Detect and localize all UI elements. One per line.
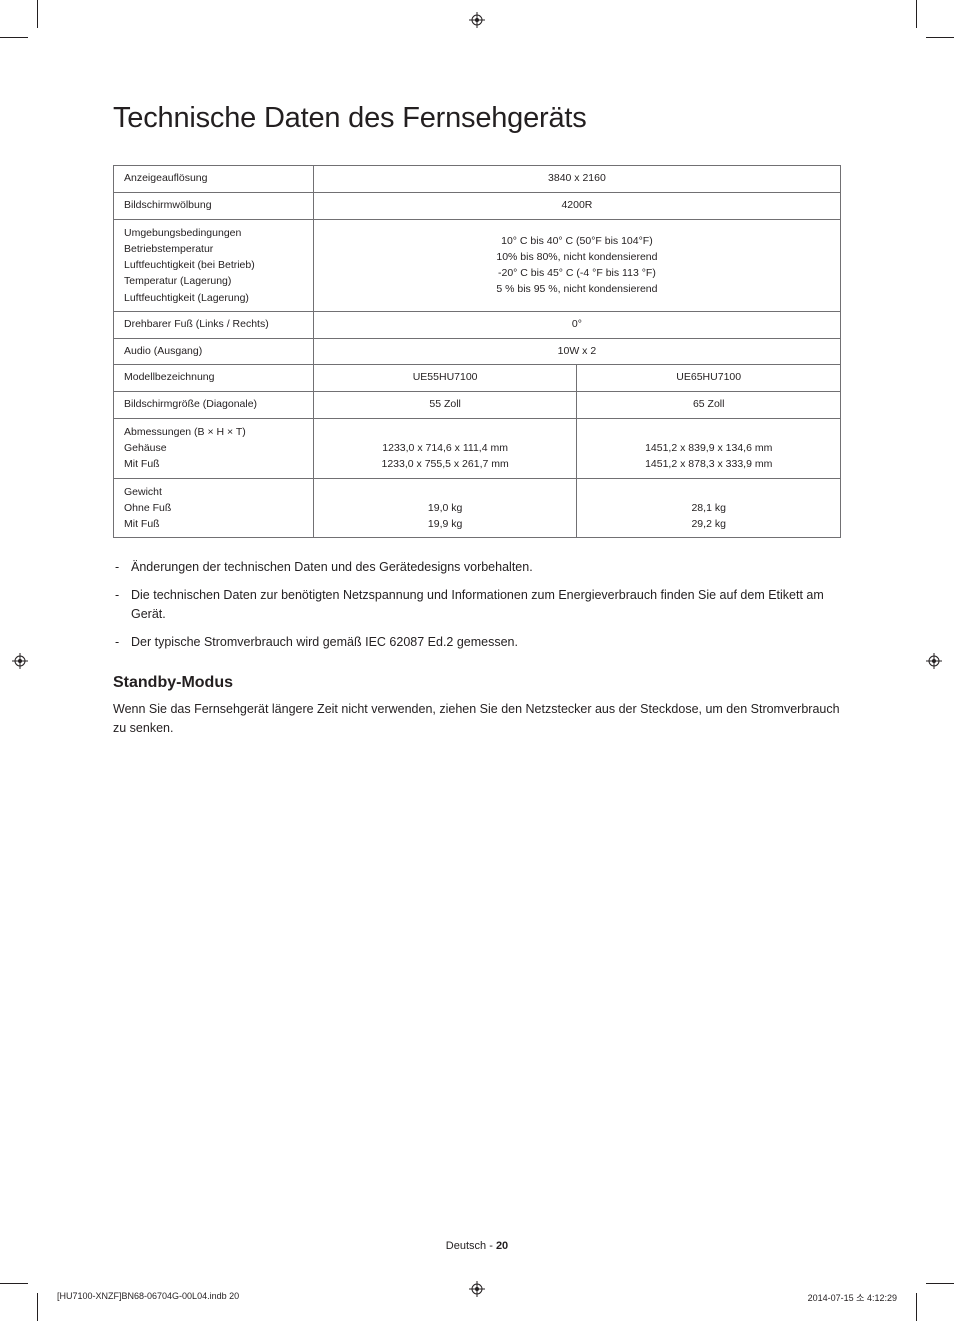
spec-label-line: Mit Fuß: [124, 518, 160, 530]
table-row: Abmessungen (B × H × T) Gehäuse Mit Fuß …: [114, 418, 841, 478]
spec-label: Anzeigeauflösung: [114, 166, 314, 193]
spec-value-line: 1233,0 x 714,6 x 111,4 mm: [382, 442, 508, 454]
spec-value-col2: 28,1 kg 29,2 kg: [577, 478, 841, 538]
spec-value-col1: 55 Zoll: [313, 392, 577, 419]
spec-label-line: Ohne Fuß: [124, 502, 171, 514]
spec-label-line: Umgebungsbedingungen: [124, 227, 241, 239]
footer-center: Deutsch - 20: [0, 1240, 954, 1252]
footer-sep: -: [486, 1240, 496, 1252]
spec-value-col1: UE55HU7100: [313, 365, 577, 392]
table-row: Gewicht Ohne Fuß Mit Fuß 19,0 kg 19,9 kg…: [114, 478, 841, 538]
spec-value: 10° C bis 40° C (50°F bis 104°F) 10% bis…: [313, 219, 840, 311]
note-item: Die technischen Daten zur benötigten Net…: [113, 586, 841, 625]
spec-value-col2: UE65HU7100: [577, 365, 841, 392]
registration-mark-icon: [469, 12, 485, 28]
spec-label-line: Luftfeuchtigkeit (bei Betrieb): [124, 259, 255, 271]
registration-mark-icon: [469, 1281, 485, 1297]
spec-value-line: -20° C bis 45° C (-4 °F bis 113 °F): [498, 267, 656, 279]
table-row: Anzeigeauflösung 3840 x 2160: [114, 166, 841, 193]
crop-mark: [37, 0, 38, 28]
spec-label: Audio (Ausgang): [114, 338, 314, 365]
crop-mark: [0, 1283, 28, 1284]
spec-value-line: 28,1 kg: [691, 502, 725, 514]
footer-left: [HU7100-XNZF]BN68-06704G-00L04.indb 20: [57, 1291, 239, 1301]
spec-value-line: 1451,2 x 839,9 x 134,6 mm: [645, 442, 772, 454]
spec-label: Bildschirmgröße (Diagonale): [114, 392, 314, 419]
spec-value-line: 29,2 kg: [691, 518, 725, 530]
spec-value-line: 19,9 kg: [428, 518, 462, 530]
spec-label-line: Gewicht: [124, 486, 162, 498]
spec-label: Bildschirmwölbung: [114, 192, 314, 219]
spec-label-line: Mit Fuß: [124, 458, 160, 470]
spec-value-col1: 1233,0 x 714,6 x 111,4 mm 1233,0 x 755,5…: [313, 418, 577, 478]
spec-label-line: Temperatur (Lagerung): [124, 275, 231, 287]
spec-value-line: 10% bis 80%, nicht kondensierend: [496, 251, 657, 263]
standby-heading: Standby-Modus: [113, 674, 841, 692]
notes-list: Änderungen der technischen Daten und des…: [113, 558, 841, 652]
spec-value: 3840 x 2160: [313, 166, 840, 193]
note-item: Der typische Stromverbrauch wird gemäß I…: [113, 633, 841, 652]
spec-value-line: 5 % bis 95 %, nicht kondensierend: [496, 283, 657, 295]
page-content: Technische Daten des Fernsehgeräts Anzei…: [113, 102, 841, 739]
spec-label: Gewicht Ohne Fuß Mit Fuß: [114, 478, 314, 538]
page-title: Technische Daten des Fernsehgeräts: [113, 102, 841, 135]
spec-label-line: Gehäuse: [124, 442, 167, 454]
spec-value-line: 10° C bis 40° C (50°F bis 104°F): [501, 235, 653, 247]
spec-label: Modellbezeichnung: [114, 365, 314, 392]
table-row: Modellbezeichnung UE55HU7100 UE65HU7100: [114, 365, 841, 392]
spec-label-line: Betriebstemperatur: [124, 243, 213, 255]
footer-language: Deutsch: [446, 1240, 486, 1252]
note-item: Änderungen der technischen Daten und des…: [113, 558, 841, 577]
registration-mark-icon: [12, 653, 28, 669]
spec-label: Umgebungsbedingungen Betriebstemperatur …: [114, 219, 314, 311]
spec-value-line: 1451,2 x 878,3 x 333,9 mm: [645, 458, 772, 470]
standby-body: Wenn Sie das Fernsehgerät längere Zeit n…: [113, 700, 841, 739]
crop-mark: [916, 0, 917, 28]
table-row: Drehbarer Fuß (Links / Rechts) 0°: [114, 311, 841, 338]
crop-mark: [926, 1283, 954, 1284]
crop-mark: [926, 37, 954, 38]
spec-label-line: Abmessungen (B × H × T): [124, 426, 246, 438]
table-row: Audio (Ausgang) 10W x 2: [114, 338, 841, 365]
footer-page-number: 20: [496, 1240, 508, 1252]
table-row: Bildschirmgröße (Diagonale) 55 Zoll 65 Z…: [114, 392, 841, 419]
crop-mark: [916, 1293, 917, 1321]
spec-table: Anzeigeauflösung 3840 x 2160 Bildschirmw…: [113, 165, 841, 538]
spec-value-col2: 1451,2 x 839,9 x 134,6 mm 1451,2 x 878,3…: [577, 418, 841, 478]
crop-mark: [37, 1293, 38, 1321]
table-row: Bildschirmwölbung 4200R: [114, 192, 841, 219]
spec-value-col1: 19,0 kg 19,9 kg: [313, 478, 577, 538]
spec-value-line: 19,0 kg: [428, 502, 462, 514]
spec-label-line: Luftfeuchtigkeit (Lagerung): [124, 292, 249, 304]
crop-mark: [0, 37, 28, 38]
spec-value-col2: 65 Zoll: [577, 392, 841, 419]
registration-mark-icon: [926, 653, 942, 669]
spec-label: Abmessungen (B × H × T) Gehäuse Mit Fuß: [114, 418, 314, 478]
spec-value-line: 1233,0 x 755,5 x 261,7 mm: [382, 458, 509, 470]
spec-value: 10W x 2: [313, 338, 840, 365]
spec-value: 0°: [313, 311, 840, 338]
footer-right: 2014-07-15 소 4:12:29: [808, 1291, 897, 1304]
spec-value: 4200R: [313, 192, 840, 219]
table-row: Umgebungsbedingungen Betriebstemperatur …: [114, 219, 841, 311]
spec-label: Drehbarer Fuß (Links / Rechts): [114, 311, 314, 338]
